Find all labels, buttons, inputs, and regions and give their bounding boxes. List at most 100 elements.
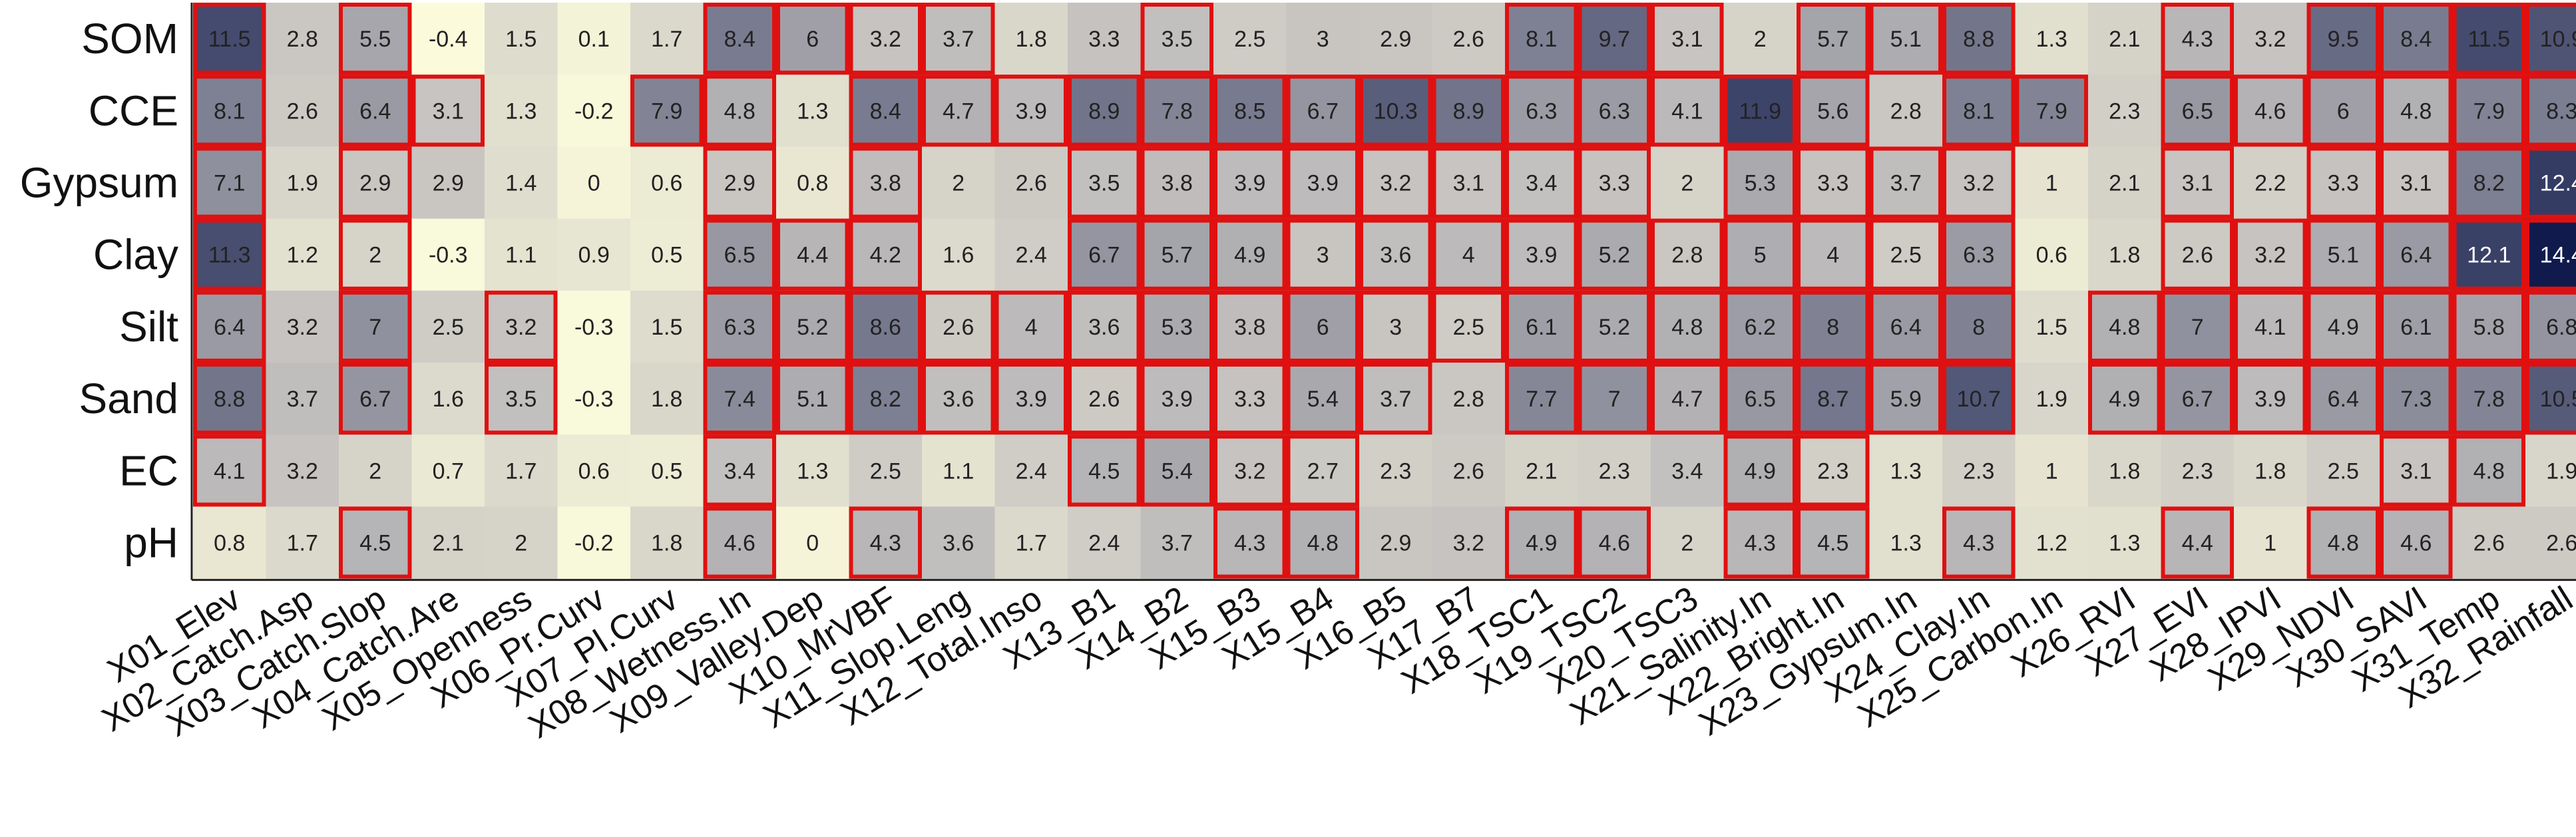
- highlight-border: [2380, 363, 2453, 435]
- cell-value-label: 2.5: [1453, 315, 1484, 340]
- cell-value-label: 8.9: [1088, 98, 1120, 124]
- highlight-border: [193, 290, 266, 363]
- highlight-border: [2161, 146, 2234, 219]
- cell-value-label: 6.1: [1526, 315, 1557, 340]
- heatmap-cell: [1140, 3, 1214, 75]
- heatmap-cell: [485, 146, 558, 220]
- highlight-border: [1797, 363, 1870, 435]
- highlight-border: [1505, 146, 1578, 219]
- cell-value-label: 2.4: [1016, 458, 1047, 484]
- cell-value-label: 1.1: [943, 458, 974, 484]
- cell-value-label: 1: [2045, 171, 2058, 196]
- cell-value-label: 5.9: [1890, 387, 1922, 412]
- cell-value-label: 1.3: [1890, 458, 1922, 484]
- heatmap-cell: [557, 290, 631, 363]
- heatmap-cell: [2452, 506, 2526, 580]
- heatmap-cell: [1942, 146, 2016, 220]
- heatmap-cell: [776, 290, 849, 363]
- cell-value-label: 2.1: [1526, 458, 1557, 484]
- highlight-border: [1723, 290, 1797, 363]
- cell-value-label: 3.4: [1526, 171, 1557, 196]
- cell-value-label: 6.4: [2400, 243, 2432, 268]
- highlight-border: [1651, 3, 1724, 75]
- highlight-border: [1068, 75, 1141, 147]
- cell-value-label: 12.4: [2540, 171, 2576, 196]
- highlight-border: [1797, 434, 1870, 507]
- cell-value-label: 4.9: [2328, 315, 2359, 340]
- highlight-border: [339, 146, 412, 219]
- highlight-border: [1359, 75, 1432, 147]
- cell-value-label: -0.2: [574, 98, 614, 124]
- heatmap-cell: [1797, 3, 1870, 75]
- cell-value-label: 2.1: [433, 531, 464, 556]
- cell-value-label: 2.3: [1380, 458, 1411, 484]
- highlight-border: [1578, 75, 1651, 147]
- heatmap-cell: [2525, 506, 2576, 580]
- heatmap-cell: [1432, 290, 1506, 363]
- cell-value-label: 8.7: [1817, 387, 1848, 412]
- cell-value-label: 5.3: [1162, 315, 1193, 340]
- cell-value-label: 1.8: [2254, 458, 2286, 484]
- cell-value-label: 4: [1826, 243, 1839, 268]
- column-labels: X01_ElevX02_Catch.AspX03_Catch.SlopX04_C…: [95, 580, 2576, 747]
- highlight-border: [849, 506, 922, 579]
- heatmap-cell: [411, 434, 485, 507]
- heatmap-cell: [849, 75, 923, 147]
- highlight-border: [703, 218, 776, 291]
- heatmap-cell: [2015, 75, 2089, 147]
- cell-value-label: 8.8: [214, 387, 245, 412]
- cell-value-label: 2: [1681, 171, 1693, 196]
- cell-value-label: 6.4: [359, 98, 391, 124]
- cell-value-label: 8: [1972, 315, 1985, 340]
- cell-value-label: 3.3: [1599, 171, 1630, 196]
- highlight-border: [1213, 434, 1287, 507]
- cell-value-label: -0.3: [429, 243, 468, 268]
- cell-value-label: 2.5: [1890, 243, 1922, 268]
- heatmap-cell: [557, 146, 631, 220]
- heatmap-cell: [2380, 146, 2453, 220]
- heatmap-cell: [922, 290, 995, 363]
- highlight-border: [1213, 290, 1287, 363]
- cell-value-label: 4.9: [2109, 387, 2140, 412]
- cell-value-label: 9.7: [1599, 27, 1630, 52]
- cell-value-label: 2.6: [943, 315, 974, 340]
- heatmap-cell: [776, 363, 849, 435]
- heatmap-cell: [2452, 218, 2526, 291]
- cell-value-label: 2.6: [287, 98, 318, 124]
- highlight-border: [1578, 3, 1651, 75]
- heatmap-cell: [2380, 363, 2453, 435]
- heatmap-cell: [2525, 146, 2576, 220]
- heatmap-cell: [1797, 363, 1870, 435]
- cell-value-label: 0.5: [651, 243, 682, 268]
- cell-value-label: 5.4: [1162, 458, 1193, 484]
- heatmap-cell: [1723, 75, 1797, 147]
- highlight-border: [1213, 218, 1287, 291]
- heatmap-cell: [776, 3, 849, 75]
- heatmap-cell: [411, 3, 485, 75]
- heatmap-cell: [1432, 146, 1506, 220]
- highlight-border: [1869, 218, 1942, 291]
- heatmap-cell: [1869, 146, 1943, 220]
- highlight-border: [1140, 434, 1213, 507]
- heatmap-cell: [1723, 290, 1797, 363]
- cell-value-label: 11.9: [1739, 98, 1781, 124]
- axis-lines: [190, 3, 2576, 582]
- heatmap-cell: [1432, 75, 1506, 147]
- cell-value-label: 2.8: [1671, 243, 1703, 268]
- highlight-border: [1942, 506, 2016, 579]
- highlight-border: [1797, 75, 1870, 147]
- heatmap-cell: [849, 146, 923, 220]
- cell-value-label: 0: [806, 531, 819, 556]
- heatmap-cell: [2380, 3, 2453, 75]
- highlight-border: [1723, 146, 1797, 219]
- heatmap-cell: [1432, 363, 1506, 435]
- highlight-border: [2380, 506, 2453, 579]
- heatmap-cell: [557, 218, 631, 291]
- heatmap-cell: [266, 218, 339, 291]
- cell-value-label: 5.3: [1745, 171, 1776, 196]
- cell-value-label: -0.2: [574, 531, 614, 556]
- heatmap-cell: [922, 363, 995, 435]
- heatmap-cell: [1578, 434, 1651, 507]
- highlight-border: [2161, 75, 2234, 147]
- heatmap-cell: [411, 363, 485, 435]
